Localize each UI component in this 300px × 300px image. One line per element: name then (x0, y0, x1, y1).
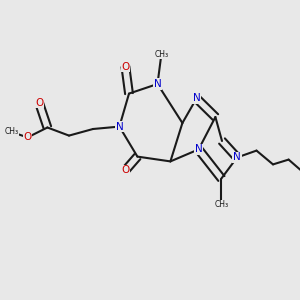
Text: N: N (116, 122, 123, 132)
Text: O: O (23, 132, 32, 142)
Text: N: N (154, 79, 161, 89)
Text: CH₃: CH₃ (154, 50, 169, 58)
Text: O: O (121, 61, 130, 72)
Text: CH₃: CH₃ (4, 128, 19, 136)
Text: O: O (121, 165, 130, 176)
Text: CH₃: CH₃ (214, 200, 229, 209)
Text: N: N (193, 93, 200, 103)
Text: N: N (233, 152, 241, 163)
Text: N: N (195, 144, 203, 154)
Text: O: O (35, 98, 43, 108)
